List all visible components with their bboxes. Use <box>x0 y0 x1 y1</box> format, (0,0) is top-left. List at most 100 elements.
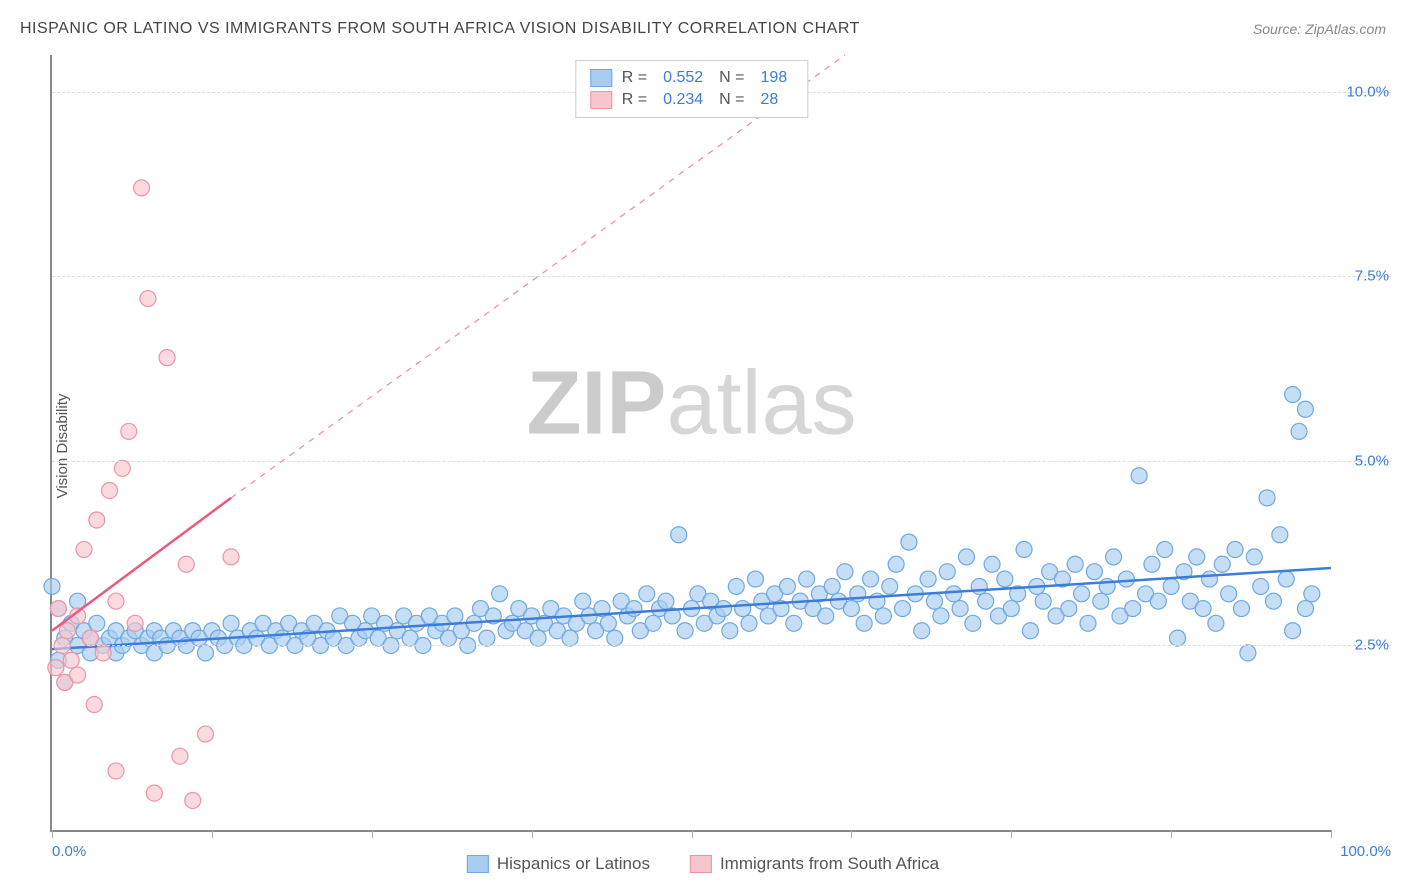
scatter-point <box>447 608 463 624</box>
scatter-point <box>562 630 578 646</box>
scatter-point <box>82 630 98 646</box>
scatter-point <box>971 578 987 594</box>
series-legend: Hispanics or Latinos Immigrants from Sou… <box>467 854 939 874</box>
scatter-point <box>677 623 693 639</box>
scatter-point <box>1297 601 1313 617</box>
scatter-point <box>1221 586 1237 602</box>
ytick-label: 10.0% <box>1346 83 1389 100</box>
xtick <box>52 830 53 838</box>
legend-r-label-1: R = <box>622 69 647 87</box>
scatter-point <box>63 652 79 668</box>
scatter-point <box>901 534 917 550</box>
legend-r-value-2: 0.234 <box>663 91 703 109</box>
scatter-point <box>984 556 1000 572</box>
scatter-point <box>140 291 156 307</box>
scatter-point <box>952 601 968 617</box>
scatter-point <box>1208 615 1224 631</box>
ytick-label: 7.5% <box>1355 268 1389 285</box>
scatter-point <box>1125 601 1141 617</box>
scatter-point <box>1240 645 1256 661</box>
scatter-point <box>1278 571 1294 587</box>
scatter-point <box>223 549 239 565</box>
legend-r-value-1: 0.552 <box>663 69 703 87</box>
scatter-point <box>1285 623 1301 639</box>
scatter-point <box>728 578 744 594</box>
scatter-point <box>48 660 64 676</box>
scatter-point <box>1016 542 1032 558</box>
legend-row-1: R = 0.552 N = 198 <box>590 67 793 89</box>
scatter-point <box>1118 571 1134 587</box>
scatter-point <box>1163 578 1179 594</box>
scatter-point <box>479 630 495 646</box>
scatter-point <box>121 423 137 439</box>
scatter-point <box>843 601 859 617</box>
legend-n-label-1: N = <box>719 69 744 87</box>
legend-row-2: R = 0.234 N = 28 <box>590 89 793 111</box>
scatter-point <box>747 571 763 587</box>
correlation-legend: R = 0.552 N = 198 R = 0.234 N = 28 <box>575 60 808 118</box>
scatter-point <box>1253 578 1269 594</box>
scatter-point <box>715 601 731 617</box>
scatter-point <box>134 180 150 196</box>
scatter-point <box>1189 549 1205 565</box>
scatter-point <box>671 527 687 543</box>
scatter-point <box>86 697 102 713</box>
scatter-point <box>856 615 872 631</box>
scatter-point <box>178 556 194 572</box>
scatter-point <box>1265 593 1281 609</box>
scatter-point <box>108 593 124 609</box>
xtick <box>692 830 693 838</box>
legend-swatch-blue <box>590 69 612 87</box>
scatter-point <box>645 615 661 631</box>
gridline-h <box>52 645 1391 646</box>
scatter-point <box>946 586 962 602</box>
scatter-point <box>108 763 124 779</box>
scatter-point <box>895 601 911 617</box>
xtick-label-end: 100.0% <box>1340 843 1391 860</box>
scatter-point <box>1003 601 1019 617</box>
scatter-point <box>824 578 840 594</box>
scatter-point <box>786 615 802 631</box>
scatter-point <box>50 601 66 617</box>
xtick <box>1171 830 1172 838</box>
scatter-point <box>1233 601 1249 617</box>
scatter-point <box>530 630 546 646</box>
scatter-point <box>888 556 904 572</box>
scatter-point <box>958 549 974 565</box>
series-legend-item-2: Immigrants from South Africa <box>690 854 939 874</box>
scatter-point <box>658 593 674 609</box>
scatter-point <box>1195 601 1211 617</box>
chart-title: HISPANIC OR LATINO VS IMMIGRANTS FROM SO… <box>20 20 860 38</box>
scatter-point <box>1035 593 1051 609</box>
scatter-point <box>1297 401 1313 417</box>
scatter-point <box>89 512 105 528</box>
legend-n-value-1: 198 <box>761 69 788 87</box>
xtick <box>1331 830 1332 838</box>
scatter-point <box>1080 615 1096 631</box>
scatter-point <box>102 482 118 498</box>
scatter-point <box>600 615 616 631</box>
scatter-point <box>1214 556 1230 572</box>
scatter-point <box>1304 586 1320 602</box>
scatter-point <box>1067 556 1083 572</box>
scatter-point <box>914 623 930 639</box>
scatter-point <box>639 586 655 602</box>
scatter-point <box>127 615 143 631</box>
scatter-point <box>1285 387 1301 403</box>
series-label-2: Immigrants from South Africa <box>720 854 939 874</box>
scatter-point <box>159 350 175 366</box>
scatter-point <box>799 571 815 587</box>
scatter-point <box>1246 549 1262 565</box>
scatter-point <box>172 748 188 764</box>
chart-plot-area: ZIPatlas R = 0.552 N = 198 R = 0.234 N =… <box>50 55 1331 832</box>
scatter-point <box>1272 527 1288 543</box>
scatter-point <box>997 571 1013 587</box>
scatter-point <box>59 623 75 639</box>
scatter-point <box>978 593 994 609</box>
scatter-point <box>735 601 751 617</box>
scatter-point <box>185 792 201 808</box>
series-legend-item-1: Hispanics or Latinos <box>467 854 650 874</box>
gridline-h <box>52 461 1391 462</box>
legend-r-label-2: R = <box>622 91 647 109</box>
scatter-point <box>1150 593 1166 609</box>
